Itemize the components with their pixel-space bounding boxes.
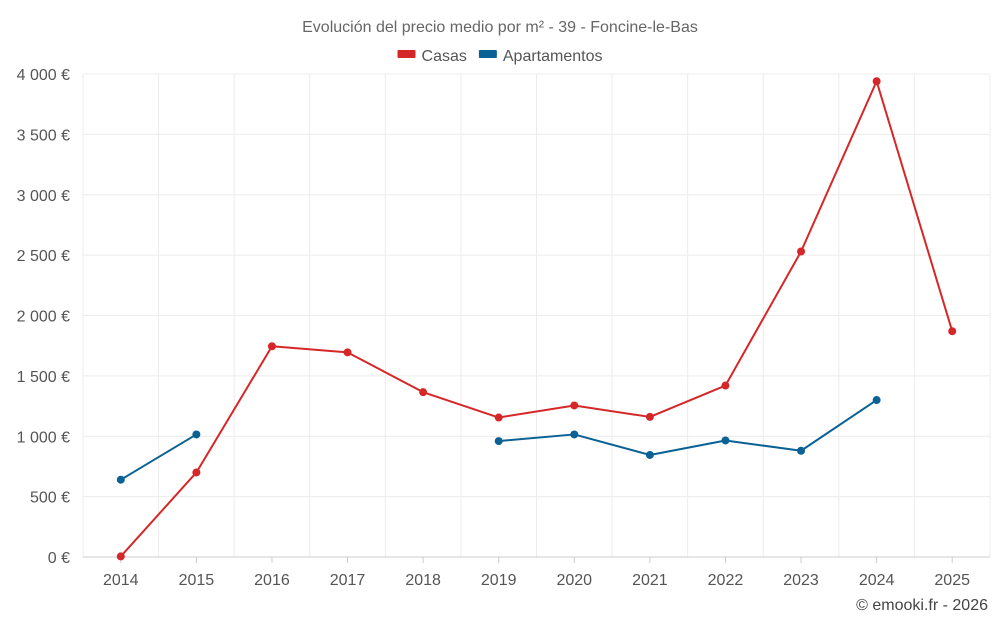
legend-item-casas[interactable]: Casas [397, 48, 467, 65]
series-line-apartamentos [120, 433, 197, 481]
data-point-casas[interactable] [192, 468, 201, 477]
x-axis: 2014 2015 2016 2017 2018 2019 2020 2021 2022 2023… [103, 557, 970, 589]
series-line-apartamentos [498, 399, 878, 456]
data-point-casas[interactable] [872, 77, 881, 86]
y-axis: 0 € 500 € 1 000 € 1 500 € 2 000 € 2 500 € 3 00… [17, 67, 70, 567]
x-tick-label: 2014 [103, 572, 139, 589]
data-point-apartamentos[interactable] [872, 396, 881, 405]
chart-title: Evolución del precio medio por m² - 39 -… [302, 19, 698, 36]
x-tick-label: 2017 [330, 572, 366, 589]
y-tick-label: 1 000 € [17, 429, 70, 446]
series-casas [116, 77, 957, 561]
data-point-casas[interactable] [797, 247, 806, 256]
legend-label: Casas [422, 48, 467, 65]
data-point-apartamentos[interactable] [116, 475, 125, 484]
y-tick-label: 3 500 € [17, 127, 70, 144]
x-tick-label: 2015 [179, 572, 215, 589]
legend-label: Apartamentos [503, 48, 603, 65]
credit-text: © emooki.fr - 2026 [856, 597, 988, 614]
x-tick-label: 2025 [934, 572, 970, 589]
data-point-apartamentos[interactable] [570, 430, 579, 439]
data-point-apartamentos[interactable] [494, 437, 503, 446]
y-tick-label: 4 000 € [17, 67, 70, 84]
legend-swatch [397, 50, 416, 58]
x-tick-label: 2021 [632, 572, 668, 589]
x-tick-label: 2022 [708, 572, 744, 589]
series-apartamentos [116, 396, 881, 484]
y-tick-label: 500 € [30, 490, 70, 507]
y-tick-label: 1 500 € [17, 369, 70, 386]
data-point-apartamentos[interactable] [797, 446, 806, 455]
y-tick-label: 2 500 € [17, 248, 70, 265]
data-point-casas[interactable] [948, 327, 957, 336]
data-point-apartamentos[interactable] [192, 430, 201, 439]
series-line-casas [120, 80, 954, 558]
legend[interactable]: Casas Apartamentos [397, 48, 603, 65]
data-point-casas[interactable] [721, 381, 730, 390]
data-point-apartamentos[interactable] [721, 436, 730, 445]
data-point-casas[interactable] [494, 413, 503, 422]
data-point-casas[interactable] [267, 342, 276, 351]
x-tick-label: 2024 [859, 572, 895, 589]
x-tick-label: 2023 [783, 572, 819, 589]
gridlines [82, 73, 991, 558]
legend-swatch [478, 50, 497, 58]
x-tick-label: 2019 [481, 572, 517, 589]
y-tick-label: 0 € [48, 550, 70, 567]
data-point-casas[interactable] [419, 388, 428, 397]
x-tick-label: 2018 [405, 572, 441, 589]
x-tick-label: 2016 [254, 572, 290, 589]
y-tick-label: 3 000 € [17, 188, 70, 205]
data-point-casas[interactable] [645, 412, 654, 421]
data-point-casas[interactable] [343, 348, 352, 357]
legend-item-apartamentos[interactable]: Apartamentos [478, 48, 603, 65]
data-point-casas[interactable] [116, 552, 125, 561]
data-point-apartamentos[interactable] [645, 450, 654, 459]
x-tick-label: 2020 [556, 572, 592, 589]
series-lines [116, 77, 957, 561]
data-point-casas[interactable] [570, 401, 579, 410]
y-tick-label: 2 000 € [17, 309, 70, 326]
